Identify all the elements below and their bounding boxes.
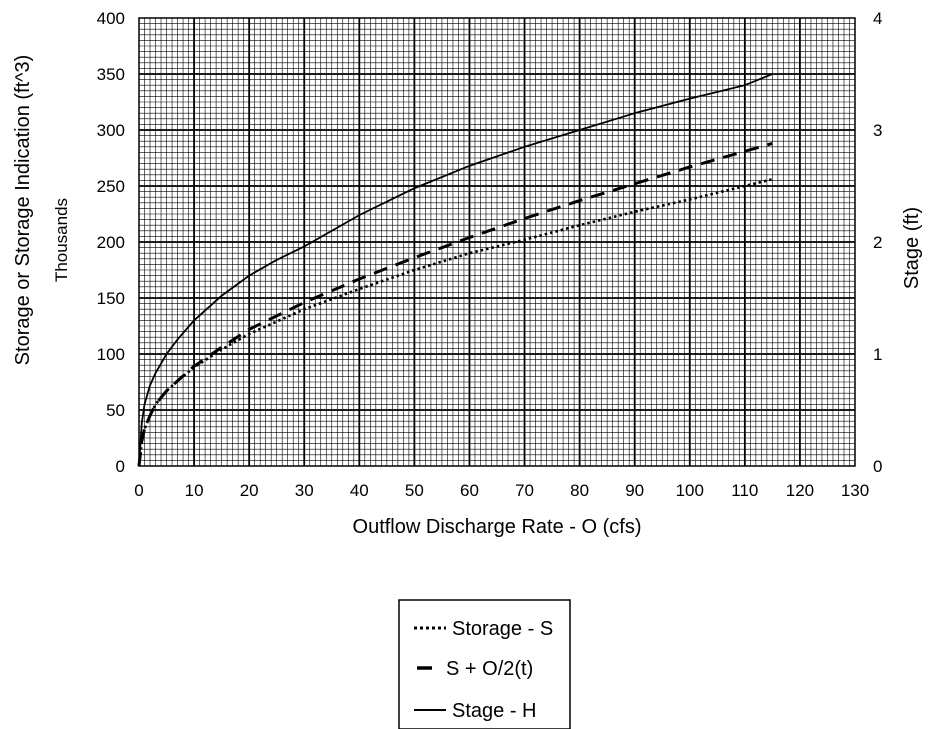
- y-left-tick-label: 0: [116, 457, 125, 476]
- y-left-tick-labels: 0 50 100 150 200 250 300 350 400: [97, 9, 125, 476]
- x-tick-label: 0: [134, 481, 143, 500]
- x-axis-title: Outflow Discharge Rate - O (cfs): [353, 516, 642, 538]
- series-line-2: [138, 73, 773, 467]
- y-right-tick-label: 4: [873, 9, 882, 28]
- x-tick-label: 110: [731, 481, 758, 500]
- x-tick-label: 90: [625, 481, 644, 500]
- y-left-tick-label: 150: [97, 289, 125, 308]
- x-tick-label: 30: [295, 481, 314, 500]
- y-right-tick-label: 1: [873, 345, 882, 364]
- y-right-tick-label: 2: [873, 233, 882, 252]
- x-tick-label: 130: [841, 481, 869, 500]
- series-layer: [137, 73, 773, 467]
- y-left-tick-label: 400: [97, 9, 125, 28]
- x-tick-labels: 0 10 20 30 40 50 60 70 80 90 100 110 120 130: [134, 481, 869, 500]
- legend-label-s-plus-o: S + O/2(t): [446, 658, 533, 680]
- x-tick-label: 120: [786, 481, 814, 500]
- y-left-tick-label: 350: [97, 65, 125, 84]
- y-right-tick-label: 0: [873, 457, 882, 476]
- x-tick-label: 50: [405, 481, 424, 500]
- plot-frame: [138, 17, 856, 467]
- y-right-axis-title: Stage (ft): [901, 207, 923, 289]
- y-left-tick-label: 300: [97, 121, 125, 140]
- y-left-tick-label: 50: [106, 401, 125, 420]
- legend: Storage - S S + O/2(t) Stage - H: [398, 599, 571, 729]
- y-left-axis-subtitle: Thousands: [52, 198, 71, 282]
- legend-label-storage: Storage - S: [452, 618, 553, 640]
- legend-label-stage: Stage - H: [452, 700, 536, 722]
- x-tick-label: 70: [515, 481, 534, 500]
- x-tick-label: 40: [350, 481, 369, 500]
- x-tick-label: 100: [676, 481, 704, 500]
- x-tick-label: 10: [185, 481, 204, 500]
- series-line-1: [137, 141, 773, 467]
- y-left-tick-label: 250: [97, 177, 125, 196]
- y-left-axis-title: Storage or Storage Indication (ft^3): [12, 55, 34, 366]
- y-right-tick-label: 3: [873, 121, 882, 140]
- series-line-0: [137, 178, 773, 467]
- x-tick-label: 60: [460, 481, 479, 500]
- major-gridlines: [139, 18, 855, 466]
- x-tick-label: 20: [240, 481, 259, 500]
- x-tick-label: 80: [570, 481, 589, 500]
- y-right-tick-labels: 0 1 2 3 4: [873, 9, 882, 476]
- legend-box: [398, 599, 571, 729]
- y-left-tick-label: 200: [97, 233, 125, 252]
- y-left-tick-label: 100: [97, 345, 125, 364]
